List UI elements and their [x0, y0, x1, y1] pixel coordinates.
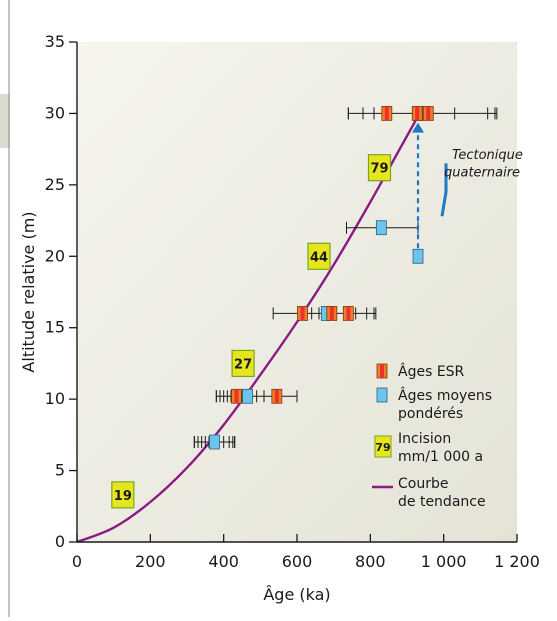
- legend-incision-sample: 79: [375, 441, 390, 454]
- esr-age-marker-core: [346, 306, 351, 321]
- esr-age-marker-core: [300, 306, 305, 321]
- tectonic-annotation: Tectonique quaternaire: [412, 122, 523, 249]
- incision-badge: [231, 349, 255, 378]
- x-tick-label: 200: [135, 552, 166, 571]
- y-tick-label: 10: [45, 389, 65, 408]
- trend-curve: [76, 115, 420, 544]
- legend-trend-label-1: Courbe: [398, 476, 448, 492]
- legend-weighted-label-1: Âges moyens: [398, 386, 492, 404]
- tectonic-label-line1: Tectonique: [452, 148, 523, 163]
- legend-incision-label-1: Incision: [398, 431, 451, 447]
- x-axis-ticks: 0 200 400 600 800 1 000 1 200: [72, 534, 540, 571]
- weighted-age-marker: [375, 220, 387, 236]
- weighted-age-marker: [242, 388, 253, 404]
- tectonic-label-line2: quaternaire: [444, 165, 520, 180]
- y-axis-label: Altitude relative (m): [19, 211, 38, 372]
- incision-value: 44: [310, 250, 328, 265]
- incision-labels: 19 27 44 79: [111, 154, 392, 509]
- incision-badge: [111, 481, 135, 509]
- x-tick-label: 1 000: [421, 552, 467, 571]
- y-tick-label: 35: [45, 32, 65, 51]
- x-tick-label: 800: [355, 552, 386, 571]
- y-axis-ticks: 0 5 10 15 20 25 30 35: [45, 32, 77, 551]
- x-tick-label: 0: [72, 552, 82, 571]
- y-tick-label: 5: [55, 461, 65, 480]
- legend-weighted-swatch: [376, 387, 388, 403]
- legend-weighted-label-2: pondérés: [398, 406, 463, 422]
- frame-left-tab: [0, 94, 10, 148]
- incision-value: 79: [370, 162, 388, 177]
- weighted-age-marker: [209, 434, 220, 450]
- y-tick-label: 20: [45, 246, 65, 265]
- esr-age-marker-core: [234, 389, 239, 404]
- legend-incision-swatch: [374, 435, 392, 458]
- legend: Âges ESR Âges moyens pondérés 79 Incisio…: [372, 362, 492, 510]
- esr-age-marker-core: [384, 106, 389, 121]
- y-tick-label: 0: [55, 532, 65, 551]
- weighted-age-marker: [412, 248, 424, 264]
- legend-trend-label-2: de tendance: [398, 494, 486, 510]
- esr-age-marker-core: [274, 389, 279, 404]
- tectonic-arrowhead: [412, 122, 424, 133]
- incision-value: 27: [234, 357, 252, 372]
- esr-age-marker-core: [426, 106, 431, 121]
- x-tick-label: 400: [208, 552, 239, 571]
- incision-value: 19: [114, 489, 132, 504]
- legend-esr-label: Âges ESR: [398, 362, 465, 380]
- x-tick-label: 1 200: [494, 552, 540, 571]
- esr-age-marker-core: [415, 106, 420, 121]
- data-markers: [209, 106, 434, 450]
- esr-age-marker-core: [329, 306, 334, 321]
- y-tick-label: 30: [45, 103, 65, 122]
- y-tick-label: 15: [45, 318, 65, 337]
- incision-badge: [307, 242, 331, 270]
- legend-incision-label-2: mm/1 000 a: [398, 449, 483, 465]
- tectonic-fault-mark: [440, 163, 448, 217]
- legend-esr-core: [380, 364, 384, 378]
- plot-area: [77, 42, 517, 542]
- legend-esr-swatch: [376, 363, 388, 379]
- y-tick-label: 25: [45, 175, 65, 194]
- x-axis-label: Âge (ka): [263, 585, 330, 604]
- incision-badge: [367, 154, 392, 182]
- x-tick-label: 600: [282, 552, 313, 571]
